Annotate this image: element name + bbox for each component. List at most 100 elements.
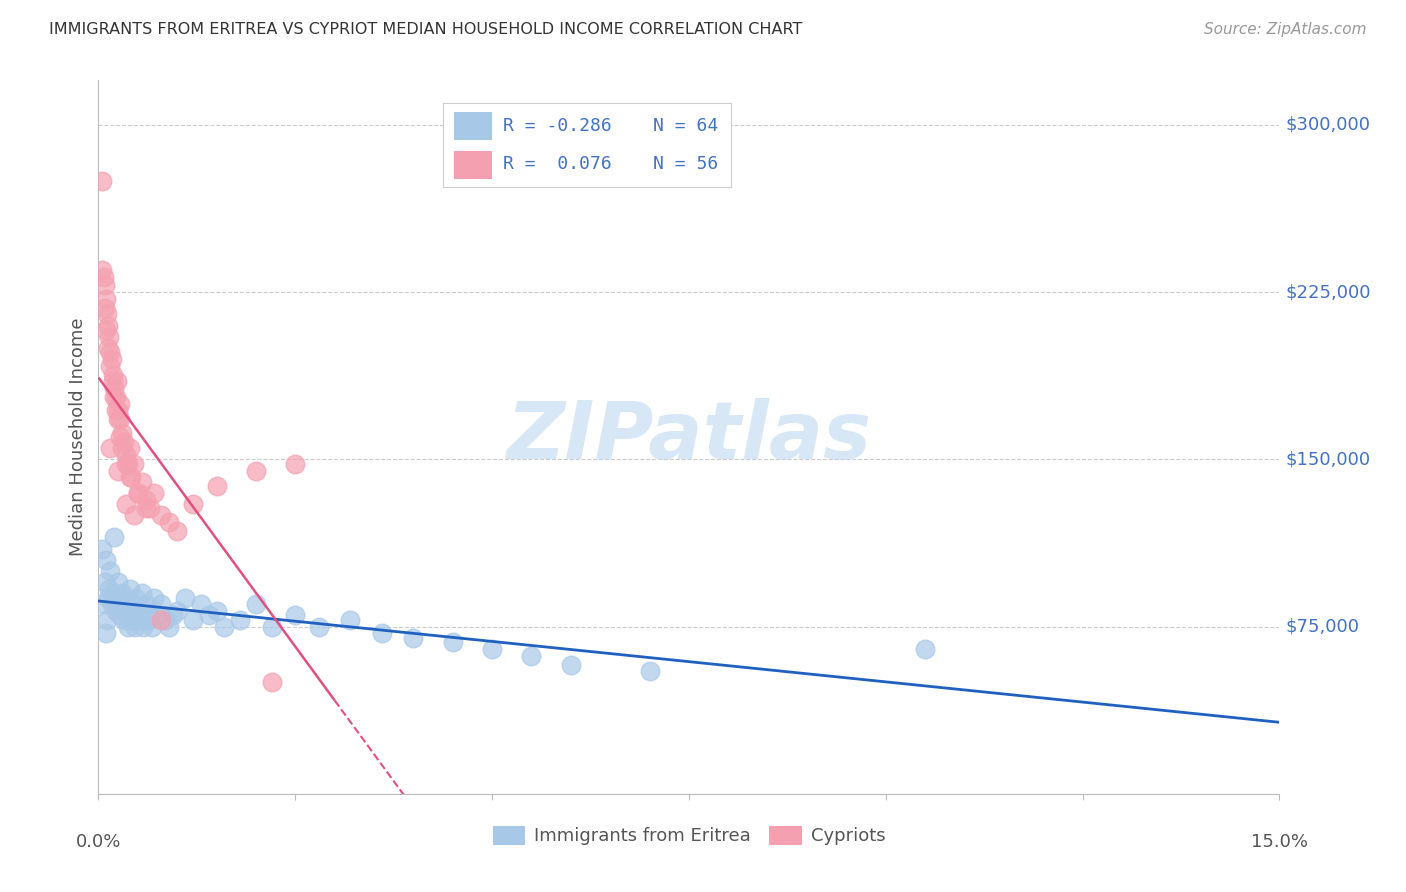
Point bbox=[107, 464, 129, 478]
Point bbox=[339, 613, 361, 627]
Text: $300,000: $300,000 bbox=[1285, 116, 1371, 134]
Point bbox=[122, 608, 145, 623]
Point bbox=[112, 604, 135, 618]
Point bbox=[97, 318, 120, 333]
Point bbox=[115, 497, 138, 511]
Point bbox=[135, 492, 157, 507]
Point bbox=[91, 541, 114, 556]
Point bbox=[112, 434, 135, 449]
Point bbox=[104, 604, 127, 618]
Point bbox=[146, 608, 169, 623]
Y-axis label: Median Household Income: Median Household Income bbox=[69, 318, 87, 557]
FancyBboxPatch shape bbox=[454, 151, 492, 178]
Point bbox=[118, 582, 141, 596]
Point bbox=[98, 564, 121, 578]
Point bbox=[115, 457, 138, 471]
Point bbox=[97, 582, 120, 596]
Text: ZIPatlas: ZIPatlas bbox=[506, 398, 872, 476]
Text: IMMIGRANTS FROM ERITREA VS CYPRIOT MEDIAN HOUSEHOLD INCOME CORRELATION CHART: IMMIGRANTS FROM ERITREA VS CYPRIOT MEDIA… bbox=[49, 22, 803, 37]
Text: $225,000: $225,000 bbox=[1285, 283, 1371, 301]
Point bbox=[111, 586, 134, 600]
Point bbox=[260, 675, 283, 690]
Text: N = 64: N = 64 bbox=[654, 118, 718, 136]
Point bbox=[122, 508, 145, 523]
Point bbox=[98, 345, 121, 359]
Point bbox=[101, 586, 124, 600]
Point bbox=[142, 485, 165, 500]
Text: R =  0.076: R = 0.076 bbox=[503, 154, 612, 172]
Point bbox=[93, 301, 115, 315]
Text: 0.0%: 0.0% bbox=[76, 833, 121, 851]
Point bbox=[166, 604, 188, 618]
Point bbox=[284, 457, 307, 471]
Point bbox=[142, 591, 165, 605]
Point bbox=[112, 613, 135, 627]
Point bbox=[121, 598, 143, 612]
Point bbox=[166, 524, 188, 538]
Point bbox=[127, 485, 149, 500]
Point bbox=[371, 626, 394, 640]
Point bbox=[115, 591, 138, 605]
Point bbox=[103, 390, 125, 404]
Point bbox=[96, 323, 118, 337]
Point bbox=[108, 608, 131, 623]
Point bbox=[520, 648, 543, 663]
Point bbox=[441, 635, 464, 649]
Point bbox=[93, 574, 115, 589]
Point bbox=[93, 269, 115, 284]
Point bbox=[260, 619, 283, 633]
Point bbox=[560, 657, 582, 672]
Point bbox=[127, 604, 149, 618]
Point bbox=[91, 173, 114, 187]
Point bbox=[101, 368, 124, 382]
Point bbox=[135, 598, 157, 612]
Point bbox=[157, 515, 180, 529]
Point bbox=[124, 619, 146, 633]
Point bbox=[97, 330, 120, 344]
Point bbox=[97, 591, 120, 605]
Point bbox=[91, 262, 114, 277]
Point bbox=[174, 591, 197, 605]
Point bbox=[91, 598, 114, 612]
Point bbox=[107, 574, 129, 589]
Point bbox=[101, 598, 124, 612]
Point bbox=[96, 307, 118, 321]
Point bbox=[117, 608, 139, 623]
Point bbox=[101, 351, 124, 366]
Point bbox=[914, 642, 936, 657]
Text: 15.0%: 15.0% bbox=[1251, 833, 1308, 851]
Point bbox=[197, 608, 219, 623]
Text: $75,000: $75,000 bbox=[1285, 617, 1360, 636]
Point bbox=[115, 448, 138, 462]
Point bbox=[308, 619, 330, 633]
Point bbox=[96, 552, 118, 567]
Point bbox=[150, 598, 173, 612]
Point bbox=[150, 508, 173, 523]
Point bbox=[125, 591, 148, 605]
Point bbox=[107, 412, 129, 426]
Point bbox=[118, 441, 141, 455]
Point bbox=[108, 412, 131, 426]
Point bbox=[138, 608, 160, 623]
Point bbox=[402, 631, 425, 645]
Point bbox=[214, 619, 236, 633]
Point bbox=[205, 604, 228, 618]
Point bbox=[481, 642, 503, 657]
Point bbox=[127, 485, 149, 500]
Point bbox=[284, 608, 307, 623]
Point bbox=[103, 381, 125, 395]
Point bbox=[117, 619, 139, 633]
Point bbox=[105, 375, 128, 389]
Point bbox=[121, 470, 143, 484]
Point bbox=[111, 425, 134, 440]
Point bbox=[93, 278, 115, 293]
Point bbox=[155, 613, 177, 627]
Point bbox=[117, 457, 139, 471]
Point bbox=[131, 475, 153, 489]
Point bbox=[97, 341, 120, 355]
Point bbox=[110, 396, 132, 410]
Point bbox=[96, 613, 118, 627]
Point bbox=[135, 501, 157, 516]
Point bbox=[162, 608, 184, 623]
Point bbox=[98, 441, 121, 455]
